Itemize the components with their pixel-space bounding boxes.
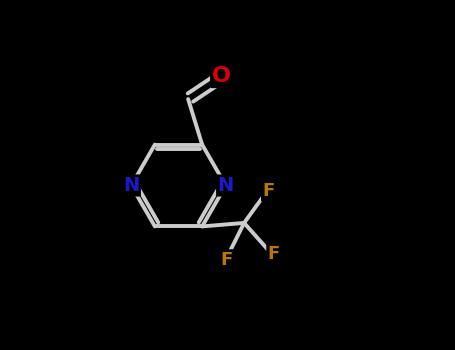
Text: F: F <box>263 182 275 201</box>
Text: F: F <box>221 251 233 269</box>
Text: N: N <box>217 176 234 195</box>
Text: N: N <box>123 176 139 195</box>
Text: F: F <box>268 245 280 264</box>
Text: O: O <box>212 66 231 86</box>
